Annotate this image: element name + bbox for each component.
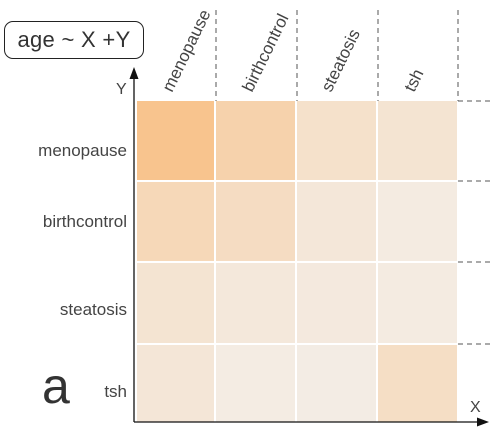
heatmap-cell-steatosis-menopause [137,263,214,343]
y-tick-label-tsh: tsh [104,382,127,401]
heatmap-cells [137,101,457,422]
heatmap-cell-birthcontrol-birthcontrol [216,182,295,261]
y-tick-label-steatosis: steatosis [60,300,127,319]
heatmap-cell-menopause-menopause [137,101,214,180]
heatmap-cell-tsh-birthcontrol [216,345,295,422]
y-axis-arrow-icon [130,67,139,79]
x-tick-label-birthcontrol: birthcontrol [239,11,293,95]
x-tick-label-steatosis: steatosis [318,26,364,95]
heatmap-cell-birthcontrol-tsh [378,182,457,261]
x-tick-label-tsh: tsh [401,66,428,95]
x-axis-arrow-icon [477,418,489,427]
x-tick-labels: menopause birthcontrol steatosis tsh [159,7,428,95]
heatmap-cell-tsh-steatosis [297,345,376,422]
x-axis-label: X [470,399,481,416]
heatmap-cell-steatosis-birthcontrol [216,263,295,343]
heatmap-cell-steatosis-steatosis [297,263,376,343]
heatmap-cell-birthcontrol-menopause [137,182,214,261]
heatmap-cell-menopause-tsh [378,101,457,180]
heatmap-cell-menopause-birthcontrol [216,101,295,180]
y-axis-label: Y [116,81,127,98]
heatmap-cell-tsh-menopause [137,345,214,422]
y-tick-label-menopause: menopause [38,141,127,160]
heatmap-cell-tsh-tsh [378,345,457,422]
panel-label: a [42,356,70,416]
heatmap-cell-steatosis-tsh [378,263,457,343]
heatmap-cell-menopause-steatosis [297,101,376,180]
y-tick-label-birthcontrol: birthcontrol [43,212,127,231]
x-tick-label-menopause: menopause [159,7,215,95]
heatmap-cell-birthcontrol-steatosis [297,182,376,261]
